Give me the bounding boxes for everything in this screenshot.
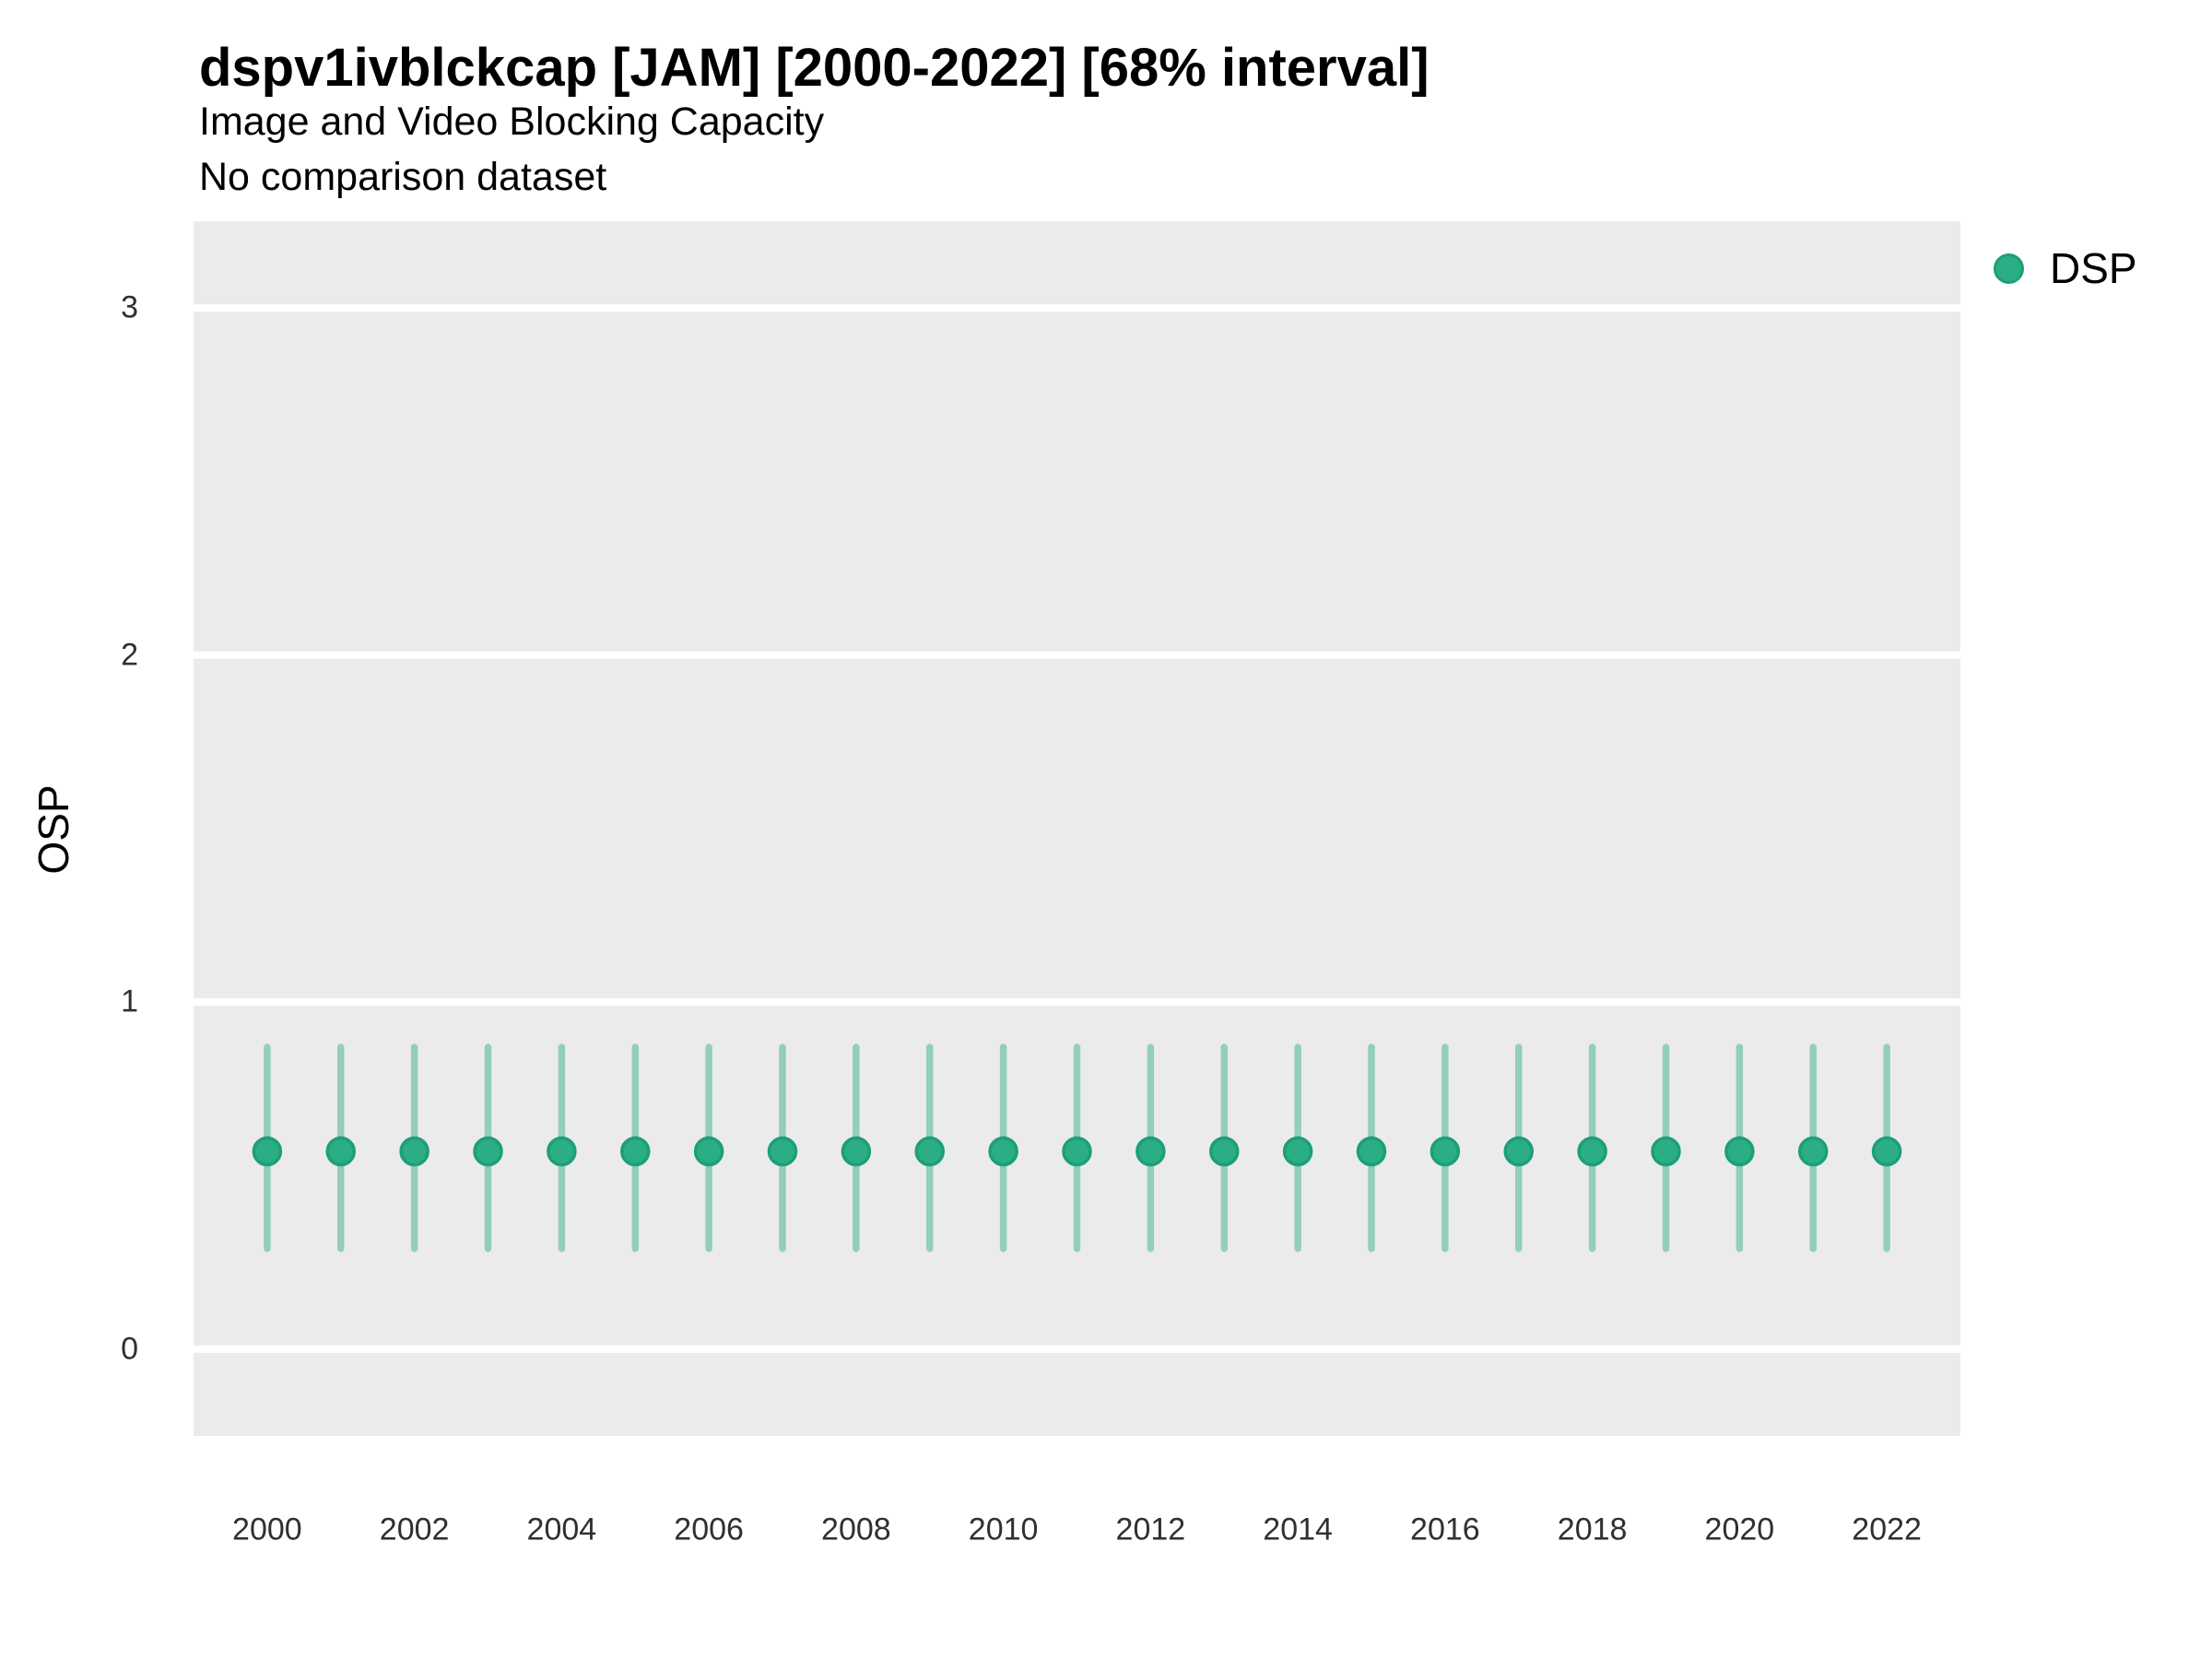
- data-point: [1503, 1135, 1534, 1167]
- legend: DSP: [1994, 247, 2137, 289]
- x-tick-label: 2020: [1704, 1512, 1775, 1547]
- x-tick-label: 2016: [1410, 1512, 1480, 1547]
- data-point: [988, 1135, 1018, 1167]
- data-point: [1356, 1135, 1387, 1167]
- chart-title: dspv1ivblckcap [JAM] [2000-2022] [68% in…: [199, 38, 1430, 98]
- y-tick-label: 2: [121, 637, 138, 673]
- data-point: [473, 1135, 503, 1167]
- x-tick-label: 2008: [821, 1512, 891, 1547]
- data-point: [1577, 1135, 1607, 1167]
- data-point: [1209, 1135, 1240, 1167]
- data-point: [252, 1135, 283, 1167]
- data-point: [1651, 1135, 1681, 1167]
- data-point: [767, 1135, 798, 1167]
- data-point: [1135, 1135, 1166, 1167]
- x-tick-label: 2006: [674, 1512, 744, 1547]
- data-point: [693, 1135, 724, 1167]
- x-tick-label: 2010: [968, 1512, 1039, 1547]
- chart-note: No comparison dataset: [199, 155, 607, 199]
- chart-subtitle: Image and Video Blocking Capacity: [199, 100, 825, 144]
- data-point: [914, 1135, 945, 1167]
- x-tick-label: 2012: [1115, 1512, 1186, 1547]
- y-tick-label: 3: [121, 289, 138, 325]
- data-point: [399, 1135, 429, 1167]
- data-point: [547, 1135, 577, 1167]
- chart-svg: [194, 304, 1960, 1353]
- y-axis-title: OSP: [29, 784, 77, 875]
- legend-point-icon: [1994, 253, 2024, 284]
- x-tick-label: 2002: [379, 1512, 450, 1547]
- data-point: [325, 1135, 356, 1167]
- data-point: [620, 1135, 651, 1167]
- data-point: [841, 1135, 872, 1167]
- plot-panel: [194, 221, 1960, 1436]
- data-point: [1062, 1135, 1092, 1167]
- data-point: [1871, 1135, 1902, 1167]
- data-point: [1430, 1135, 1461, 1167]
- x-tick-label: 2018: [1557, 1512, 1628, 1547]
- data-point: [1798, 1135, 1829, 1167]
- x-tick-label: 2022: [1852, 1512, 1922, 1547]
- legend-label: DSP: [2050, 244, 2137, 292]
- data-point: [1282, 1135, 1313, 1167]
- x-tick-label: 2014: [1263, 1512, 1333, 1547]
- x-tick-label: 2000: [232, 1512, 302, 1547]
- data-point: [1724, 1135, 1755, 1167]
- y-tick-label: 0: [121, 1331, 138, 1367]
- y-tick-label: 1: [121, 983, 138, 1019]
- x-tick-label: 2004: [526, 1512, 597, 1547]
